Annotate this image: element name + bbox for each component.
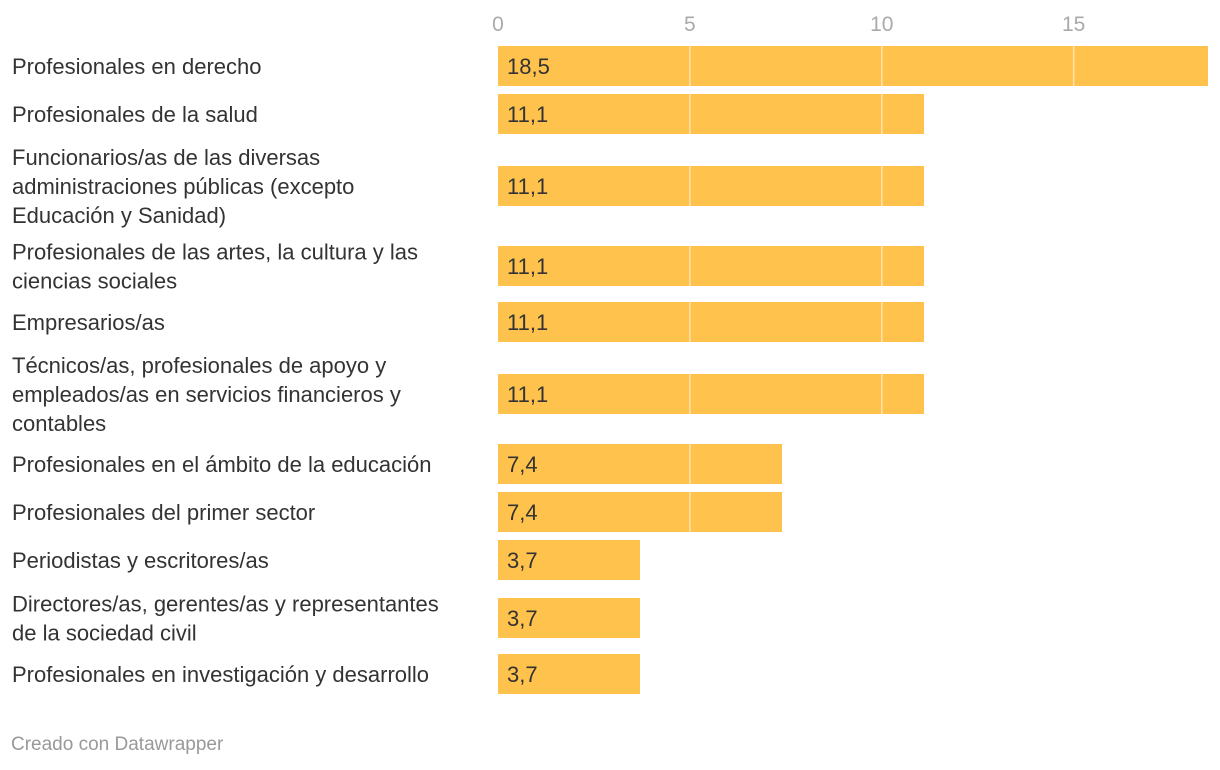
value-labels: 18,5 11,1 11,1 11,1 11,1 11,1 7,4 7,4 3,7 3,7 3,7 bbox=[507, 54, 550, 687]
footer-credit: Creado con Datawrapper bbox=[11, 734, 224, 755]
bar-value-label: 11,1 bbox=[507, 310, 548, 335]
bar bbox=[498, 246, 924, 286]
bar-value-label: 18,5 bbox=[507, 54, 550, 79]
bar bbox=[498, 540, 640, 580]
bar bbox=[498, 166, 924, 206]
bar-value-label: 7,4 bbox=[507, 500, 538, 525]
category-label: Profesionales en investigación y desarro… bbox=[12, 662, 429, 687]
category-label: Técnicos/as, profesionales de apoyo y emp… bbox=[12, 353, 401, 436]
category-label: Profesionales del primer sector bbox=[12, 500, 315, 525]
category-label: Profesionales en derecho bbox=[12, 54, 262, 79]
bar-value-label: 11,1 bbox=[507, 254, 548, 279]
category-label: Profesionales de la salud bbox=[12, 102, 258, 127]
category-label: Periodistas y escritores/as bbox=[12, 548, 269, 573]
bar-value-label: 3,7 bbox=[507, 606, 538, 631]
bar bbox=[498, 492, 782, 532]
bar bbox=[498, 444, 782, 484]
bar bbox=[498, 302, 924, 342]
category-label: Funcionarios/as de las diversas administr… bbox=[12, 145, 354, 228]
bars bbox=[498, 46, 1208, 694]
x-tick-label: 5 bbox=[684, 13, 696, 36]
x-tick-label: 15 bbox=[1062, 13, 1085, 36]
category-label: Profesionales de las artes, la cultura y… bbox=[12, 240, 418, 294]
gridlines bbox=[689, 46, 1075, 532]
bar bbox=[498, 46, 1208, 86]
bar-value-label: 3,7 bbox=[507, 548, 538, 573]
category-label: Empresarios/as bbox=[12, 310, 165, 335]
bar bbox=[498, 654, 640, 694]
bar bbox=[498, 94, 924, 134]
bar-value-label: 11,1 bbox=[507, 382, 548, 407]
category-label: Profesionales en el ámbito de la educaci… bbox=[12, 452, 432, 477]
x-tick-label: 10 bbox=[870, 13, 893, 36]
bar-value-label: 3,7 bbox=[507, 662, 538, 687]
bar-value-label: 11,1 bbox=[507, 174, 548, 199]
bar-value-label: 11,1 bbox=[507, 102, 548, 127]
category-labels: Profesionales en derecho Profesionales de… bbox=[12, 54, 439, 687]
bar bbox=[498, 598, 640, 638]
x-tick-label: 0 bbox=[492, 13, 504, 36]
x-axis-ticks: 0 5 10 15 bbox=[492, 13, 1085, 36]
bar-value-label: 7,4 bbox=[507, 452, 538, 477]
bar bbox=[498, 374, 924, 414]
category-label: Directores/as, gerentes/as y representan… bbox=[12, 592, 439, 646]
